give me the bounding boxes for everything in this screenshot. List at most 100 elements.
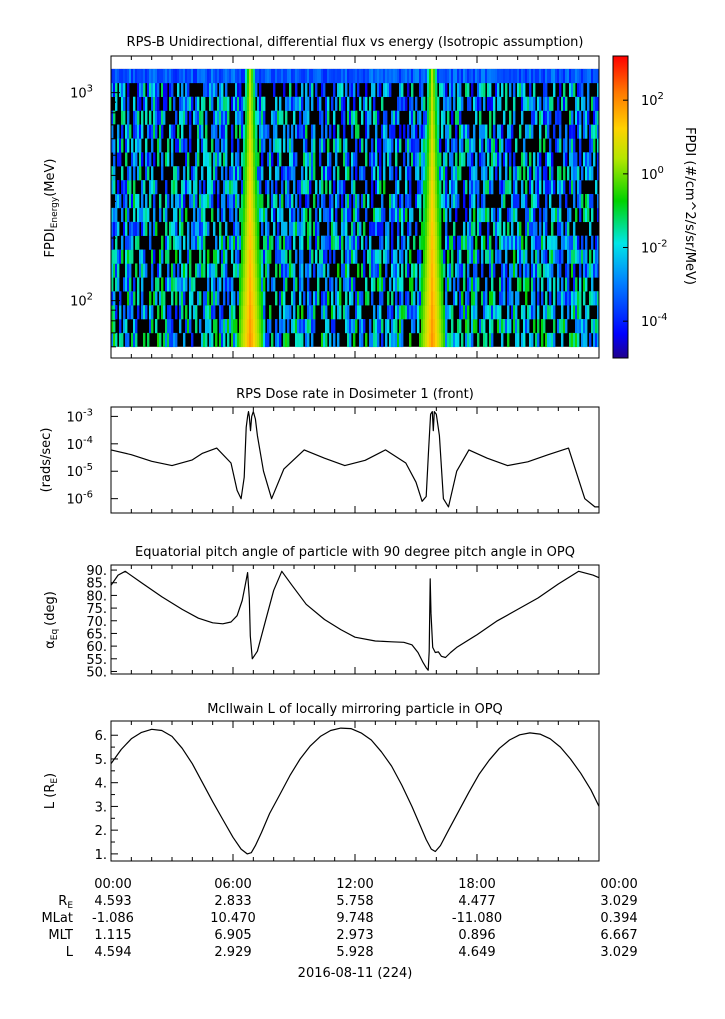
spectrogram-cell <box>371 68 374 84</box>
spectrogram-cell <box>573 68 576 84</box>
spectrogram-cell <box>501 180 504 195</box>
spectrogram-cell <box>145 68 148 84</box>
spectrogram-cell <box>241 221 244 236</box>
spectrogram-cell <box>405 180 408 195</box>
spectrogram-cell <box>203 82 206 98</box>
spectrogram-cell <box>437 305 440 320</box>
spectrogram-cell <box>341 110 344 125</box>
spectrogram-cell <box>259 110 262 125</box>
spectrogram-cell <box>183 193 186 209</box>
spectrogram-cell <box>345 138 348 153</box>
spectrogram-cell <box>451 235 454 250</box>
spectrogram-cell <box>119 249 122 264</box>
spectrogram-cell <box>537 249 540 264</box>
spectrogram-cell <box>311 124 314 139</box>
spectrogram-cell <box>451 138 454 153</box>
spectrogram-cell <box>133 319 136 334</box>
spectrogram-cell <box>431 166 434 181</box>
spectrogram-cell <box>277 332 280 348</box>
spectrogram-cell <box>141 82 144 98</box>
spectrogram-cell <box>177 82 180 98</box>
spectrogram-cell <box>199 110 202 125</box>
spectrogram-cell <box>399 249 402 264</box>
spectrogram-cell <box>285 263 288 278</box>
spectrogram-cell <box>211 277 214 292</box>
spectrogram-cell <box>587 263 590 278</box>
spectrogram-cell <box>311 152 314 167</box>
spectrogram-cell <box>595 319 598 334</box>
spectrogram-cell <box>289 166 292 181</box>
spectrogram-cell <box>351 68 354 84</box>
spectrogram-cell <box>425 305 428 320</box>
spectrogram-cell <box>349 82 352 98</box>
spectrogram-cell <box>387 68 390 84</box>
spectrogram-cell <box>295 152 298 167</box>
spectrogram-cell <box>133 207 136 223</box>
spectrogram-cell <box>115 193 118 209</box>
spectrogram-cell <box>111 82 114 98</box>
spectrogram-cell <box>169 332 172 348</box>
spectrogram-cell <box>341 249 344 264</box>
spectrogram-cell <box>159 124 162 139</box>
spectrogram-cell <box>561 68 564 84</box>
spectrogram-cell <box>233 263 236 278</box>
spectrogram-cell <box>557 319 560 334</box>
spectrogram-cell <box>199 193 202 209</box>
spectrogram-cell <box>197 124 200 139</box>
spectrogram-cell <box>111 68 114 84</box>
spectrogram-cell <box>429 221 432 236</box>
spectrogram-cell <box>587 82 590 98</box>
spectrogram-cell <box>111 166 114 181</box>
spectrogram-cell <box>175 166 178 181</box>
spectrogram-cell <box>239 263 242 278</box>
spectrogram-cell <box>509 263 512 278</box>
spectrogram-cell <box>175 180 178 195</box>
spectrogram-cell <box>137 235 140 250</box>
spectrogram-cell <box>305 82 308 98</box>
spectrogram-cell <box>501 319 504 334</box>
spectrogram-cell <box>207 291 210 306</box>
spectrogram-cell <box>245 263 248 278</box>
spectrogram-cell <box>567 277 570 292</box>
spectrogram-cell <box>529 166 532 181</box>
spectrogram-cell <box>467 152 470 167</box>
spectrogram-cell <box>247 166 250 181</box>
spectrogram-cell <box>239 277 242 292</box>
spectrogram-cell <box>117 68 120 84</box>
spectrogram-cell <box>307 235 310 250</box>
spectrogram-cell <box>189 138 192 153</box>
spectrogram-cell <box>225 263 228 278</box>
spectrogram-cell <box>267 68 270 84</box>
spectrogram-cell <box>245 235 248 250</box>
spectrogram-cell <box>171 68 174 84</box>
spectrogram-cell <box>421 235 424 250</box>
spectrogram-cell <box>305 68 308 84</box>
spectrogram-cell <box>577 82 580 98</box>
spectrogram-cell <box>331 207 334 223</box>
spectrogram-cell <box>455 110 458 125</box>
spectrogram-cell <box>459 249 462 264</box>
spectrogram-cell <box>141 249 144 264</box>
spectrogram-cell <box>323 68 326 84</box>
spectrogram-cell <box>453 82 456 98</box>
spectrogram-cell <box>525 193 528 209</box>
spectrogram-cell <box>241 263 244 278</box>
spectrogram-cell <box>139 263 142 278</box>
spectrogram-cell <box>247 277 250 292</box>
spectrogram-cell <box>489 124 492 139</box>
spectrogram-cell <box>445 193 448 209</box>
spectrogram-cell <box>277 110 280 125</box>
spectrogram-cell <box>295 319 298 334</box>
spectrogram-cell <box>173 221 176 236</box>
spectrogram-cell <box>323 138 326 153</box>
spectrogram-cell <box>147 332 150 348</box>
spectrogram-cell <box>393 68 396 84</box>
spectrogram-cell <box>233 68 236 84</box>
spectrogram-cell <box>495 235 498 250</box>
spectrogram-cell <box>379 68 382 84</box>
spectrogram-cell <box>365 332 368 348</box>
spectrogram-cell <box>411 207 414 223</box>
spectrogram-cell <box>407 68 410 84</box>
spectrogram-cell <box>183 68 186 84</box>
spectrogram-cell <box>219 235 222 250</box>
